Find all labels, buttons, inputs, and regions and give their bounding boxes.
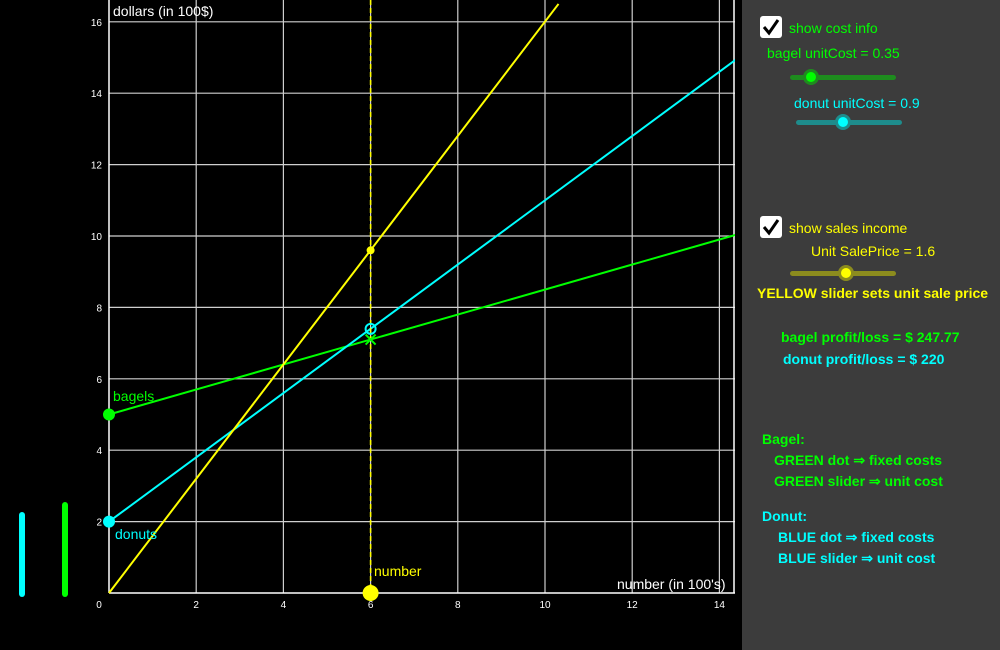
y-tick-label: 6 — [96, 375, 102, 386]
x-tick-label: 12 — [627, 600, 639, 611]
number-dot — [362, 585, 379, 601]
y-tick-label: 4 — [96, 446, 102, 457]
y-tick-label: 14 — [91, 89, 103, 100]
donut-legend-title: Donut: — [762, 508, 808, 524]
tick-labels: 0 2 4 6 8 10 12 14 2 4 6 8 10 12 14 16 — [91, 18, 726, 611]
donuts-point-label: donuts — [115, 526, 158, 542]
x-tick-label: 6 — [368, 600, 374, 611]
y-tick-label: 10 — [91, 232, 103, 243]
show-sales-checkbox[interactable] — [760, 216, 782, 238]
donut-cost-line — [108, 59, 735, 523]
bagel-intersection-cross — [364, 333, 377, 346]
y-tick-label: 2 — [96, 518, 102, 529]
panel-divider[interactable] — [735, 0, 742, 650]
sales-income-line — [108, 3, 560, 594]
graph-view[interactable]: 0 2 4 6 8 10 12 14 2 4 6 8 10 12 14 16 dollars (in 100$… — [0, 0, 735, 650]
donut-unitcost-label: donut unitCost = 0.9 — [794, 95, 920, 111]
series-lines — [108, 0, 735, 594]
bagel-unitcost-knob[interactable] — [803, 69, 819, 85]
point-marks — [103, 246, 379, 601]
y-tick-label: 16 — [91, 18, 103, 29]
sales-intersection-point — [366, 246, 375, 255]
show-cost-checkbox[interactable] — [760, 16, 782, 38]
y-axis-label: dollars (in 100$) — [113, 3, 214, 19]
bagel-unitcost-label: bagel unitCost = 0.35 — [767, 45, 900, 61]
donut-unitcost-knob[interactable] — [835, 114, 851, 130]
donut-vertical-bar — [19, 512, 25, 597]
x-tick-label: 14 — [714, 600, 726, 611]
checkmark-icon — [762, 219, 780, 236]
x-axis-label: number (in 100's) — [617, 576, 726, 592]
x-tick-label: 4 — [281, 600, 287, 611]
saleprice-note: YELLOW slider sets unit sale price — [757, 285, 989, 301]
donut-legend-dot: BLUE dot ⇒ fixed costs — [778, 529, 935, 545]
show-sales-label: show sales income — [789, 220, 908, 236]
y-tick-label: 12 — [91, 161, 103, 172]
donut-intersection-point — [364, 322, 377, 335]
bagel-legend-title: Bagel: — [762, 431, 805, 447]
bagel-vertical-bar — [62, 502, 68, 597]
bagels-point-label: bagels — [113, 388, 155, 404]
x-tick-label: 10 — [539, 600, 551, 611]
bagel-legend-dot: GREEN dot ⇒ fixed costs — [774, 452, 943, 468]
donut-fixed-cost-dot — [103, 515, 115, 528]
bagel-legend-slider: GREEN slider ⇒ unit cost — [774, 473, 943, 489]
bagel-unitcost-track[interactable] — [790, 75, 896, 80]
grid-lines — [108, 0, 735, 594]
donut-legend-slider: BLUE slider ⇒ unit cost — [778, 550, 936, 566]
saleprice-knob[interactable] — [838, 265, 854, 281]
x-tick-label: 2 — [193, 600, 199, 611]
bagel-fixed-cost-dot — [103, 408, 115, 421]
number-point-label: number — [374, 563, 422, 579]
bagel-profit-text: bagel profit/loss = $ 247.77 — [781, 329, 960, 345]
control-panel: show cost info bagel unitCost = 0.35 don… — [742, 0, 1000, 650]
plot-canvas[interactable]: 0 2 4 6 8 10 12 14 2 4 6 8 10 12 14 16 — [0, 0, 735, 650]
saleprice-label: Unit SalePrice = 1.6 — [811, 243, 936, 259]
y-tick-label: 8 — [96, 303, 102, 314]
checkmark-icon — [762, 19, 780, 36]
x-tick-label: 0 — [96, 600, 102, 611]
donut-profit-text: donut profit/loss = $ 220 — [783, 351, 945, 367]
show-cost-label: show cost info — [789, 20, 878, 36]
x-tick-label: 8 — [455, 600, 461, 611]
bagel-cost-line — [108, 234, 735, 416]
